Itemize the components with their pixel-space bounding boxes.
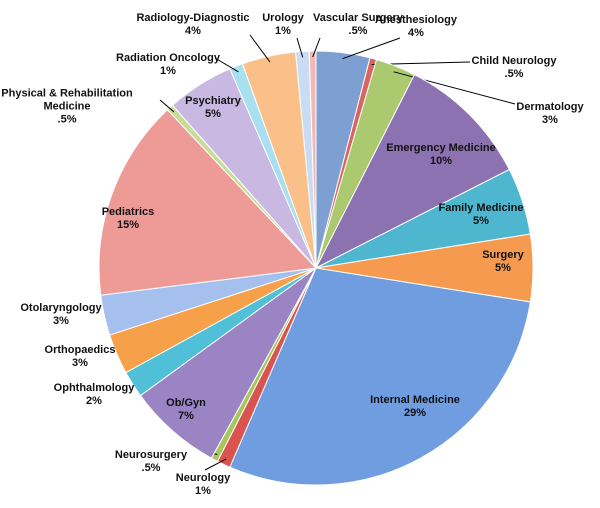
slice-percent: 2% (86, 395, 102, 407)
pie-slice (314, 73, 511, 270)
slice-name: Neurology (175, 472, 231, 484)
slice-name: Physical & Rehabilitation Medicine (1, 87, 133, 113)
slice-name: Orthopaedics (44, 344, 116, 356)
slice-name: Psychiatry (185, 95, 241, 107)
slice-label: Ob/Gyn 7% (166, 397, 206, 423)
slice-name: Urology (262, 12, 304, 24)
slice-name: Ophthalmology (53, 382, 135, 394)
slice-name: Dermatology (516, 101, 584, 113)
slice-label: Psychiatry 5% (185, 95, 241, 121)
slice-name: Internal Medicine (370, 394, 460, 406)
slice-percent: 15% (116, 219, 140, 231)
slice-label: Anesthesiology 4% (375, 14, 457, 40)
leader-line (204, 458, 227, 471)
slice-percent: 4% (408, 27, 424, 39)
slice-percent: 1% (195, 485, 211, 497)
slice-percent: 7% (178, 410, 194, 422)
slice-name: Vascular Surgery (313, 12, 403, 24)
slice-name: Radiology-Diagnostic (136, 12, 250, 24)
slice-label: Surgery 5% (482, 249, 524, 275)
slice-percent: 4% (185, 25, 201, 37)
slice-percent: 29% (403, 407, 427, 419)
slice-percent: 1% (160, 65, 176, 77)
leader-line (214, 57, 239, 73)
slice-label: Radiology-Diagnostic 4% (136, 12, 249, 38)
slice-label: Neurology 1% (176, 472, 230, 498)
leader-line (342, 37, 401, 60)
slice-name: Emergency Medicine (386, 142, 496, 154)
slice-label: Family Medicine 5% (439, 202, 524, 228)
slice-percent: 5% (495, 262, 511, 274)
slice-label: Internal Medicine 29% (370, 394, 460, 420)
slice-name: Ob/Gyn (166, 397, 206, 409)
slice-label: Orthopaedics 3% (45, 344, 116, 370)
slice-name: Anesthesiology (375, 14, 457, 26)
pie-slice (308, 50, 317, 269)
slice-label: Neurosurgery .5% (115, 449, 187, 475)
slice-percent: 3% (72, 357, 88, 369)
slice-label: Otolaryngology 3% (20, 302, 101, 328)
slice-percent: .5% (57, 113, 77, 126)
slice-label: Emergency Medicine 10% (386, 142, 495, 168)
leader-line (296, 37, 304, 58)
slice-percent: .5% (504, 68, 524, 80)
pie-slice (98, 109, 318, 296)
slice-name: Surgery (482, 249, 524, 261)
slice-percent: 5% (473, 215, 489, 227)
slice-percent: .5% (348, 25, 368, 37)
slice-percent: 1% (275, 25, 291, 37)
slice-label: Radiation Oncology 1% (116, 52, 220, 78)
slice-name: Otolaryngology (20, 302, 102, 314)
slice-percent: 3% (53, 315, 69, 327)
slice-label: Pediatrics 15% (102, 206, 155, 232)
slice-percent: .5% (141, 462, 161, 474)
slice-percent: 5% (205, 108, 221, 120)
pie-slice (229, 267, 531, 486)
slice-label: Physical & Rehabilitation Medicine .5% (0, 88, 142, 127)
slice-percent: 10% (429, 155, 453, 167)
leader-line (159, 99, 175, 113)
slice-name: Pediatrics (101, 206, 155, 218)
slice-label: Dermatology 3% (516, 101, 583, 127)
slice-label: Vascular Surgery .5% (313, 12, 403, 38)
slice-name: Child Neurology (471, 55, 557, 67)
leader-line (249, 34, 271, 63)
slice-name: Neurosurgery (114, 449, 188, 461)
slice-label: Urology 1% (262, 12, 304, 38)
slice-label: Child Neurology .5% (472, 55, 557, 81)
slice-label: Ophthalmology 2% (54, 382, 135, 408)
slice-name: Radiation Oncology (116, 52, 220, 64)
slice-percent: 3% (542, 114, 558, 126)
slice-name: Family Medicine (438, 202, 524, 214)
leader-line (312, 37, 321, 58)
